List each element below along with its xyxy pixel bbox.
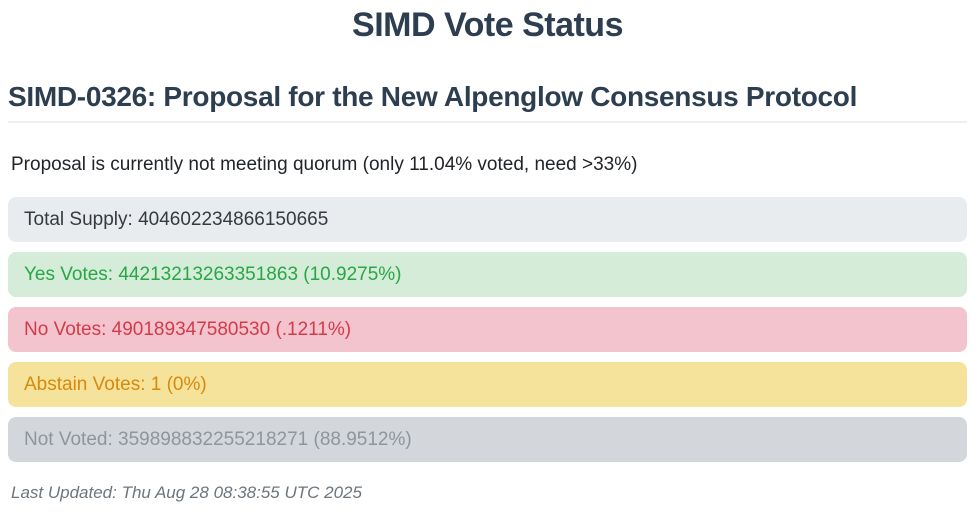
no-votes-label: No Votes: 490189347580530 (.1211%) — [24, 319, 352, 340]
abstain-votes-row: Abstain Votes: 1 (0%) — [8, 362, 967, 407]
not-voted-row: Not Voted: 359898832255218271 (88.9512%) — [8, 417, 967, 462]
proposal-heading: SIMD-0326: Proposal for the New Alpenglo… — [8, 81, 967, 123]
yes-votes-label: Yes Votes: 44213213263351863 (10.9275%) — [24, 264, 402, 285]
abstain-votes-label: Abstain Votes: 1 (0%) — [24, 374, 207, 395]
quorum-status-text: Proposal is currently not meeting quorum… — [11, 154, 638, 175]
vote-status-page: SIMD Vote Status SIMD-0326: Proposal for… — [8, 6, 967, 503]
yes-votes-row: Yes Votes: 44213213263351863 (10.9275%) — [8, 252, 967, 297]
total-supply-label: Total Supply: 404602234866150665 — [24, 209, 329, 230]
not-voted-label: Not Voted: 359898832255218271 (88.9512%) — [24, 429, 412, 450]
last-updated-text: Last Updated: Thu Aug 28 08:38:55 UTC 20… — [11, 483, 362, 502]
no-votes-row: No Votes: 490189347580530 (.1211%) — [8, 307, 967, 352]
total-supply-row: Total Supply: 404602234866150665 — [8, 197, 967, 242]
page-title: SIMD Vote Status — [352, 6, 623, 44]
